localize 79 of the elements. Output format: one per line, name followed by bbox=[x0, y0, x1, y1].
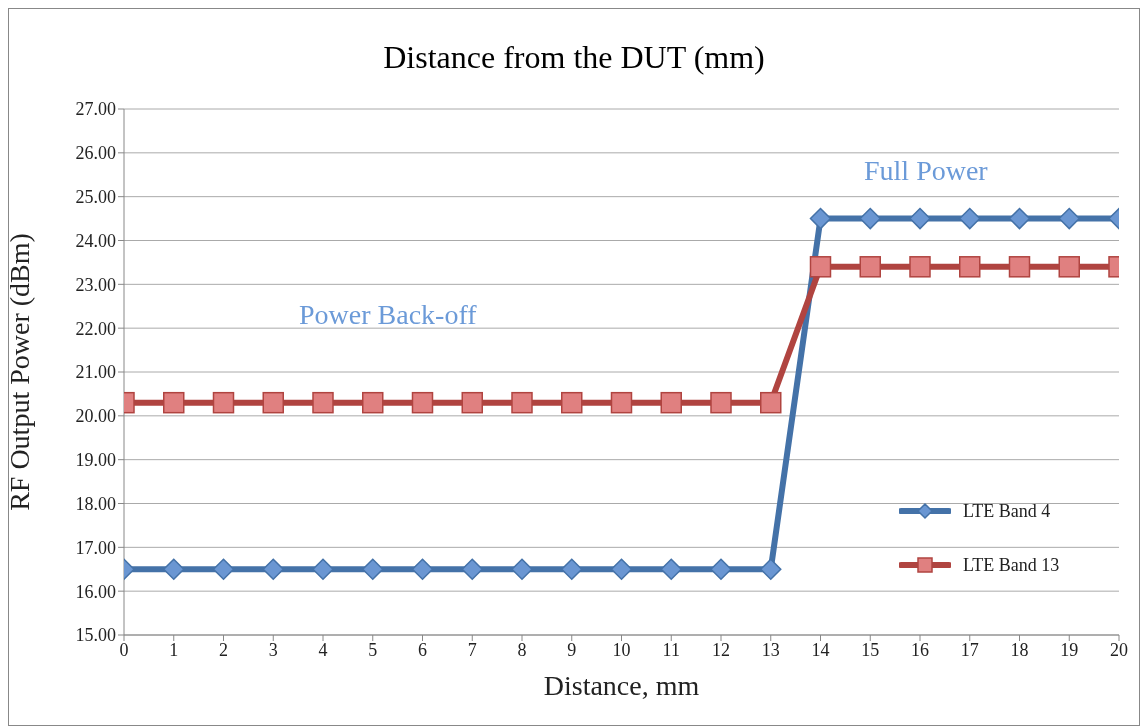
annotation: Power Back-off bbox=[299, 299, 477, 331]
point bbox=[561, 391, 583, 414]
point bbox=[262, 558, 284, 580]
point bbox=[461, 391, 483, 414]
x-tick-label: 8 bbox=[517, 639, 527, 660]
point bbox=[710, 558, 732, 580]
y-axis-title: RF Output Power (dBm) bbox=[3, 233, 35, 511]
point bbox=[511, 558, 533, 580]
y-tick-label: 18.00 bbox=[75, 493, 116, 514]
point bbox=[909, 207, 931, 230]
point bbox=[163, 391, 185, 414]
point bbox=[760, 391, 782, 414]
point bbox=[163, 558, 185, 580]
point bbox=[312, 558, 334, 580]
point bbox=[809, 256, 832, 278]
x-tick-label: 3 bbox=[268, 639, 278, 660]
point bbox=[610, 391, 633, 414]
y-tick-label: 19.00 bbox=[75, 450, 116, 471]
point bbox=[710, 391, 732, 414]
chart-title: Distance from the DUT (mm) bbox=[382, 39, 766, 76]
point bbox=[1058, 256, 1080, 278]
x-tick-label: 14 bbox=[811, 639, 830, 660]
point bbox=[511, 391, 533, 414]
y-tick-label: 21.00 bbox=[75, 362, 116, 383]
point bbox=[959, 256, 981, 278]
point bbox=[212, 558, 235, 580]
y-tick-label: 22.00 bbox=[75, 318, 116, 339]
point bbox=[1008, 207, 1031, 230]
x-tick-label: 11 bbox=[662, 639, 680, 660]
point bbox=[660, 558, 682, 580]
y-tick-label: 15.00 bbox=[75, 625, 116, 646]
point bbox=[859, 256, 881, 278]
point bbox=[859, 207, 881, 230]
x-tick-label: 13 bbox=[761, 639, 780, 660]
x-tick-label: 20 bbox=[1110, 639, 1128, 660]
y-tick-label: 17.00 bbox=[75, 537, 116, 558]
x-tick-label: 17 bbox=[960, 639, 979, 660]
point bbox=[1008, 256, 1031, 278]
point bbox=[362, 558, 384, 580]
x-tick-label: 5 bbox=[368, 639, 378, 660]
legend-label: LTE Band 13 bbox=[963, 554, 1060, 576]
point bbox=[461, 558, 483, 580]
x-tick-label: 9 bbox=[567, 639, 577, 660]
y-tick-label: 16.00 bbox=[75, 581, 116, 602]
legend-label: LTE Band 4 bbox=[963, 500, 1051, 522]
x-tick-label: 2 bbox=[219, 639, 228, 660]
y-tick-label: 23.00 bbox=[75, 274, 116, 295]
x-tick-label: 16 bbox=[911, 639, 929, 660]
point bbox=[959, 207, 981, 230]
x-tick-label: 19 bbox=[1060, 639, 1079, 660]
y-tick-label: 20.00 bbox=[75, 406, 116, 427]
x-tick-label: 10 bbox=[612, 639, 631, 660]
x-tick-label: 0 bbox=[119, 639, 129, 660]
point bbox=[760, 558, 782, 580]
annotation: Full Power bbox=[864, 155, 988, 187]
x-axis-title: Distance, mm bbox=[543, 670, 700, 701]
x-tick-label: 12 bbox=[712, 639, 730, 660]
point bbox=[262, 391, 284, 414]
point bbox=[312, 391, 334, 414]
point bbox=[909, 256, 931, 278]
point bbox=[809, 207, 832, 230]
y-tick-label: 26.00 bbox=[75, 143, 116, 164]
point bbox=[610, 558, 633, 580]
x-tick-label: 4 bbox=[318, 639, 328, 660]
y-tick-label: 24.00 bbox=[75, 230, 116, 251]
point bbox=[660, 391, 682, 414]
y-tick-label: 27.00 bbox=[75, 99, 116, 120]
point bbox=[212, 391, 235, 414]
y-tick-label: 25.00 bbox=[75, 187, 116, 208]
x-tick-label: 15 bbox=[861, 639, 880, 660]
x-tick-label: 6 bbox=[418, 639, 427, 660]
x-tick-label: 1 bbox=[169, 639, 179, 660]
point bbox=[411, 391, 434, 414]
point bbox=[362, 391, 384, 414]
x-tick-label: 7 bbox=[467, 639, 477, 660]
point bbox=[411, 558, 434, 580]
x-tick-label: 18 bbox=[1010, 639, 1029, 660]
point bbox=[561, 558, 583, 580]
point bbox=[1058, 207, 1080, 230]
